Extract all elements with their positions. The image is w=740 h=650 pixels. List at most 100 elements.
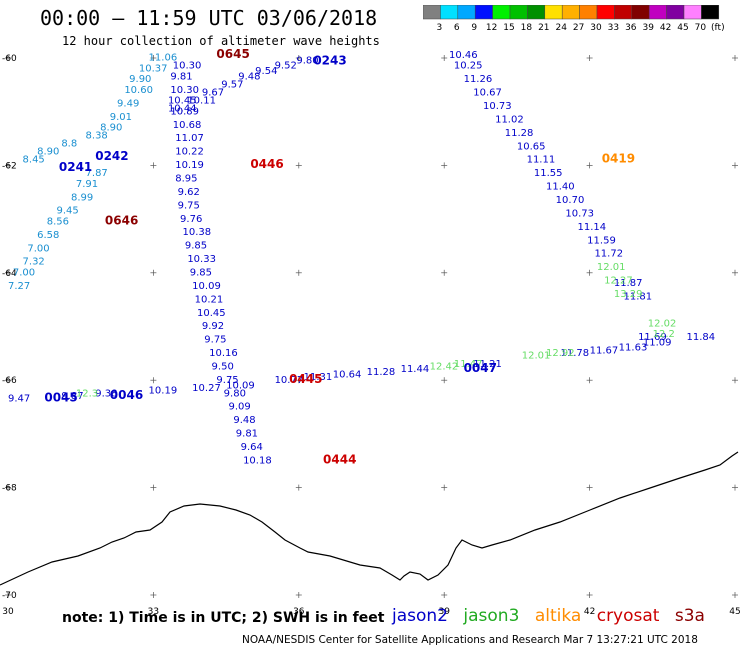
- wave-height-value: 10.27: [192, 383, 221, 394]
- wave-height-value: 12.3: [76, 388, 98, 399]
- wave-height-value: 9.54: [255, 66, 277, 77]
- wave-height-value: 8.8: [61, 139, 77, 150]
- wave-height-value: 9.67: [202, 88, 224, 99]
- wave-height-value: 10.60: [124, 85, 153, 96]
- legend-s3a: s3a: [674, 606, 705, 626]
- wave-height-value: 10.18: [243, 455, 272, 466]
- wave-height-value: 9.64: [241, 442, 263, 453]
- wave-height-value: 11.26: [464, 74, 493, 85]
- wave-height-value: 11.59: [587, 235, 616, 246]
- page-subtitle: 12 hour collection of altimeter wave hei…: [62, 34, 380, 48]
- wave-height-value: 11.28: [367, 367, 396, 378]
- wave-height-value: 12.27: [604, 276, 633, 287]
- wave-height-value: 10.44: [168, 104, 197, 115]
- latitude-label: -62: [2, 161, 17, 171]
- wave-height-value: 9.09: [229, 402, 251, 413]
- pass-time-label: 0243: [313, 53, 346, 67]
- colorbar-label: 3: [437, 23, 443, 33]
- colorbar-label: 18: [521, 23, 533, 33]
- colorbar-label: 42: [660, 23, 671, 33]
- wave-height-value: 10.45: [197, 308, 226, 319]
- wave-height-value: 11.21: [473, 359, 502, 370]
- wave-height-value: 10.89: [170, 106, 199, 117]
- legend-jason2: jason2: [392, 606, 448, 626]
- colorbar-label: 12: [486, 23, 497, 33]
- wave-height-value: 10.16: [209, 348, 238, 359]
- wave-height-value: 9.90: [129, 74, 151, 85]
- pass-time-label: 0645: [216, 47, 249, 61]
- wave-height-value: 11.40: [546, 182, 575, 193]
- wave-height-value: 9.85: [185, 241, 207, 252]
- pass-time-label: 0242: [95, 149, 128, 163]
- wave-height-value: 9.47: [8, 394, 30, 405]
- wave-height-value: 13.29: [614, 289, 643, 300]
- wave-height-value: 10.73: [483, 101, 512, 112]
- latitude-label: -70: [2, 591, 17, 601]
- wave-height-value: 9.75: [178, 200, 200, 211]
- page-title: 00:00 – 11:59 UTC 03/06/2018: [40, 6, 378, 30]
- wave-height-value: 11.69: [638, 332, 667, 343]
- wave-height-value: 9.01: [110, 112, 132, 123]
- pass-time-label: 0444: [323, 452, 356, 466]
- colorbar-label: 45: [677, 23, 688, 33]
- wave-height-value: 11.09: [643, 337, 672, 348]
- longitude-label: 42: [584, 607, 595, 617]
- longitude-label: 30: [2, 607, 14, 617]
- wave-height-value: 9.48: [233, 415, 255, 426]
- colorbar-label: (ft): [711, 23, 725, 33]
- wave-height-value: 10.09: [226, 380, 255, 391]
- colorbar-label: 36: [625, 23, 637, 33]
- wave-height-value: 10.65: [517, 141, 546, 152]
- wave-height-value: 10.09: [192, 281, 221, 292]
- wave-height-value: 8.45: [23, 155, 45, 166]
- wave-height-value: 9.38: [95, 388, 117, 399]
- longitude-label: 36: [293, 607, 305, 617]
- wave-height-value: 11.07: [175, 133, 204, 144]
- longitude-label: 39: [438, 607, 450, 617]
- wave-height-value: 9.81: [236, 429, 258, 440]
- pass-time-label: 0419: [602, 152, 635, 166]
- satellite-legend: jason2 jason3 altika cryosat s3a: [392, 606, 715, 626]
- wave-height-value: 9.52: [275, 61, 297, 72]
- legend-altika: altika: [534, 606, 582, 626]
- latitude-label: -60: [2, 54, 17, 64]
- colorbar-label: 30: [590, 23, 602, 33]
- wave-height-value: 9.92: [202, 321, 224, 332]
- latitude-label: -66: [2, 376, 17, 386]
- wave-height-value: 11.02: [495, 114, 524, 125]
- wave-height-value: 11.47: [454, 359, 483, 370]
- wave-height-value: 10.64: [333, 370, 362, 381]
- latitude-label: -64: [2, 269, 17, 279]
- wave-height-value: 11.11: [527, 155, 556, 166]
- altimeter-tracks: 11.0610.379.9010.609.499.018.908.388.88.…: [8, 50, 715, 466]
- wave-height-value: 10.67: [473, 88, 502, 99]
- wave-height-value: 10.73: [565, 208, 594, 219]
- wave-height-value: 12.01: [522, 351, 551, 362]
- wave-height-value: 11.28: [505, 128, 534, 139]
- pass-time-label: 0045: [44, 391, 77, 405]
- wave-height-value: 10.70: [556, 195, 585, 206]
- wave-height-value: 7.87: [86, 168, 108, 179]
- wave-height-value: 6.58: [37, 230, 59, 241]
- colorbar-swatch: [701, 5, 720, 20]
- longitude-label: 45: [729, 607, 740, 617]
- wave-height-value: 11.55: [534, 168, 563, 179]
- wave-height-value: 8.95: [175, 174, 197, 185]
- wave-height-value: 10.77: [275, 375, 304, 386]
- wave-height-value: 12.42: [430, 361, 459, 372]
- wave-height-value: 7.32: [23, 257, 45, 268]
- credit-line: NOAA/NESDIS Center for Satellite Applica…: [242, 634, 698, 646]
- pass-time-label: 0241: [59, 160, 92, 174]
- wave-height-value: 10.19: [175, 160, 204, 171]
- colorbar-label: 27: [573, 23, 584, 33]
- wave-height-value: 9.45: [56, 206, 78, 217]
- wave-height-value: 9.81: [170, 71, 192, 82]
- pass-time-label: 0046: [110, 388, 143, 402]
- wave-height-value: 9.76: [180, 214, 202, 225]
- wave-height-value: 7.00: [27, 243, 49, 254]
- wave-height-value: 7.91: [76, 179, 98, 190]
- legend-jason3: jason3: [463, 606, 520, 626]
- wave-height-value: 8.90: [100, 122, 122, 133]
